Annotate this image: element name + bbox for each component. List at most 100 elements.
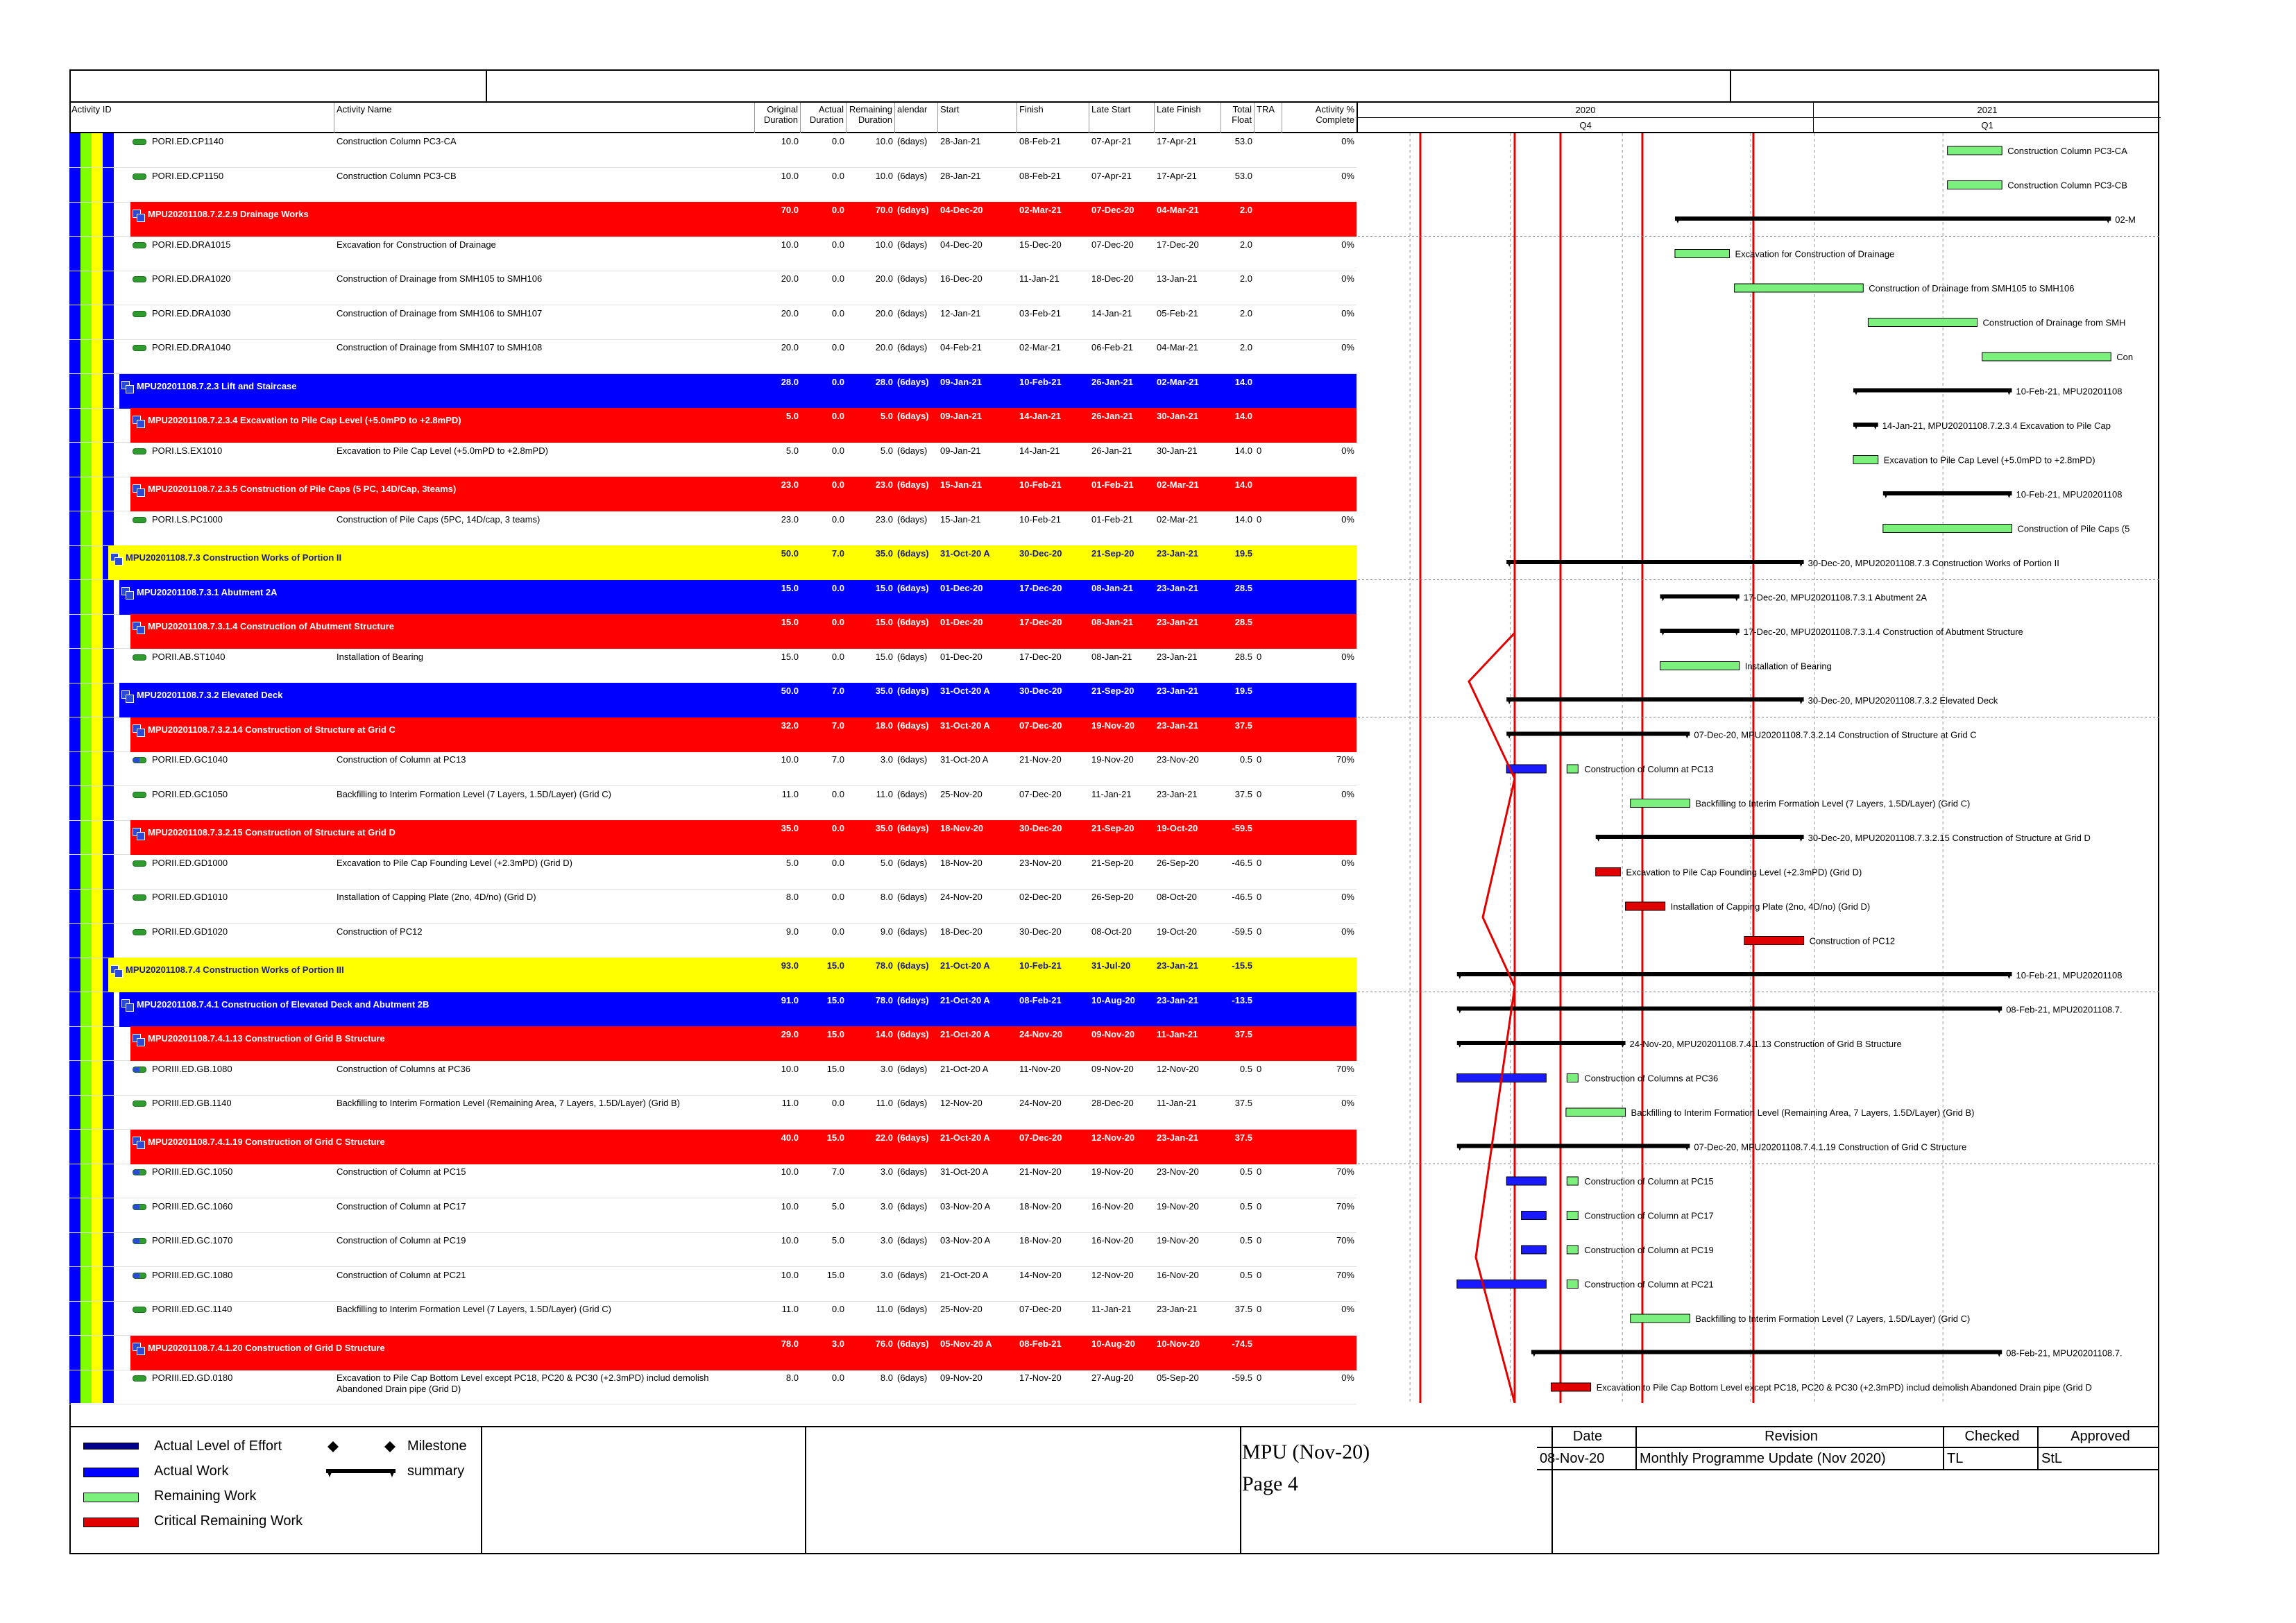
activity-row[interactable]: PORI.ED.DRA1040 Construction of Drainage …: [69, 339, 1357, 374]
col-late-start[interactable]: Late Start: [1089, 103, 1155, 133]
col-total-float[interactable]: Total Float: [1221, 103, 1255, 133]
bar-label: Installation of Bearing: [1745, 661, 1832, 672]
cell-ad: 0.0: [831, 170, 844, 181]
actual-bar: [1506, 1176, 1547, 1186]
col-late-finish[interactable]: Late Finish: [1155, 103, 1221, 133]
cell-cal: (6days): [897, 926, 928, 937]
activity-id: MPU20201108.7.3.1.4 Construction of Abut…: [130, 618, 755, 653]
activity-row[interactable]: PORI.ED.DRA1030 Construction of Drainage …: [69, 305, 1357, 340]
activity-row[interactable]: PORI.LS.PC1000 Construction of Pile Caps …: [69, 511, 1357, 546]
activity-row[interactable]: PORII.ED.GD1010 Installation of Capping P…: [69, 889, 1357, 924]
col-finish[interactable]: Finish: [1017, 103, 1089, 133]
activity-icon: [133, 1101, 146, 1107]
activity-row[interactable]: PORII.ED.GC1040 Construction of Column at…: [69, 751, 1357, 786]
wbs-row[interactable]: MPU20201108.7.2.3 Lift and Staircase 28.0…: [69, 373, 1357, 409]
summary-start-cap: [1531, 1350, 1537, 1357]
cell-start: 31-Oct-20 A: [940, 754, 989, 765]
wbs-row[interactable]: MPU20201108.7.3.2.15 Construction of Str…: [69, 820, 1357, 855]
activity-id-text: MPU20201108.7.2.3.5 Construction of Pile…: [148, 484, 457, 494]
col-activity-id[interactable]: Activity ID: [69, 103, 334, 133]
cell-cal: (6days): [897, 1235, 928, 1246]
wbs-row[interactable]: MPU20201108.7.4.1.20 Construction of Gri…: [69, 1335, 1357, 1370]
activity-row[interactable]: PORIII.ED.GB.1080 Construction of Columns…: [69, 1061, 1357, 1096]
col-tra[interactable]: TRA: [1255, 103, 1282, 133]
activity-row[interactable]: PORIII.ED.GC.1050 Construction of Column …: [69, 1164, 1357, 1198]
activity-name: Construction of Column at PC21: [337, 1269, 466, 1280]
activity-row[interactable]: PORI.ED.CP1150 Construction Column PC3-CB…: [69, 168, 1357, 203]
cell-tra: [1255, 133, 1282, 168]
wbs-row[interactable]: MPU20201108.7.2.3.4 Excavation to Pile C…: [69, 408, 1357, 443]
cell-cal: (6days): [897, 1166, 928, 1177]
cell-lf: 02-Mar-21: [1157, 376, 1199, 387]
activity-row[interactable]: PORI.LS.EX1010 Excavation to Pile Cap Lev…: [69, 443, 1357, 477]
wbs-row[interactable]: MPU20201108.7.3.2 Elevated Deck 50.0 7.0 35…: [69, 683, 1357, 717]
activity-row[interactable]: PORII.ED.GD1020 Construction of PC12 9.0 0.…: [69, 924, 1357, 958]
cell-pct: 0%: [1341, 239, 1354, 250]
activity-id-text: MPU20201108.7.3.2.14 Construction of Str…: [148, 724, 396, 735]
activity-name: Construction of Drainage from SMH105 to …: [337, 273, 543, 284]
activity-id: PORIII.ED.GC.1070: [130, 1232, 334, 1267]
cell-finish: 24-Nov-20: [1019, 1098, 1062, 1108]
wbs-row[interactable]: MPU20201108.7.3.1.4 Construction of Abut…: [69, 614, 1357, 649]
cell-ls: 06-Feb-21: [1091, 342, 1133, 352]
col-activity-pct[interactable]: Activity % Complete: [1315, 104, 1354, 125]
activity-row[interactable]: PORIII.ED.GC.1060 Construction of Column …: [69, 1198, 1357, 1233]
activity-icon: [133, 860, 146, 867]
wbs-row[interactable]: MPU20201108.7.3 Construction Works of Po…: [69, 545, 1357, 580]
col-remaining-duration[interactable]: Remaining Duration: [847, 103, 895, 133]
cell-ls: 07-Dec-20: [1091, 239, 1134, 250]
cell-finish: 30-Dec-20: [1019, 823, 1062, 833]
cell-tf: 37.5: [1234, 720, 1252, 731]
wbs-row[interactable]: MPU20201108.7.4.1.13 Construction of Gri…: [69, 1026, 1357, 1061]
bar-label: 14-Jan-21, MPU20201108.7.2.3.4 Excavatio…: [1882, 420, 2111, 431]
activity-name: Backfilling to Interim Formation Level (…: [337, 1304, 611, 1314]
wbs-row[interactable]: MPU20201108.7.2.3.5 Construction of Pile…: [69, 477, 1357, 511]
wbs-row[interactable]: MPU20201108.7.4.1 Construction of Elevat…: [69, 992, 1357, 1027]
activity-icon: [133, 894, 146, 901]
col-original-duration[interactable]: Original Duration: [755, 103, 801, 133]
cell-rd: 10.0: [875, 170, 893, 181]
col-start[interactable]: Start: [938, 103, 1017, 133]
cell-start: 12-Jan-21: [940, 307, 981, 318]
activity-row[interactable]: PORIII.ED.GC.1080 Construction of Column …: [69, 1267, 1357, 1302]
wbs-row[interactable]: MPU20201108.7.4.1.19 Construction of Gri…: [69, 1129, 1357, 1164]
cell-pct: 0%: [1341, 788, 1354, 799]
wbs-row[interactable]: MPU20201108.7.3.2.14 Construction of Str…: [69, 717, 1357, 752]
wbs-row[interactable]: MPU20201108.7.4 Construction Works of Po…: [69, 958, 1357, 992]
activity-row[interactable]: PORI.ED.CP1140 Construction Column PC3-CA…: [69, 133, 1357, 168]
activity-row[interactable]: PORI.ED.DRA1020 Construction of Drainage …: [69, 271, 1357, 305]
cell-finish: 11-Jan-21: [1019, 273, 1060, 284]
cell-finish: 17-Dec-20: [1019, 582, 1062, 593]
summary-start-cap: [1595, 835, 1601, 842]
wbs-row[interactable]: MPU20201108.7.3.1 Abutment 2A 15.0 0.0 15.0…: [69, 579, 1357, 615]
cell-start: 31-Oct-20 A: [940, 720, 990, 731]
activity-id: PORIII.ED.GC.1080: [130, 1267, 334, 1302]
wbs-icon: [133, 415, 145, 428]
cell-start: 18-Nov-20: [940, 857, 983, 868]
cell-finish: 23-Nov-20: [1019, 857, 1062, 868]
wbs-icon: [110, 552, 123, 566]
activity-row[interactable]: PORIII.ED.GB.1140 Backfilling to Interim …: [69, 1095, 1357, 1130]
cell-ad: 0.0: [831, 926, 844, 937]
activity-row[interactable]: PORII.ED.GC1050 Backfilling to Interim Fo…: [69, 786, 1357, 821]
cell-ls: 09-Nov-20: [1091, 1029, 1135, 1039]
activity-row[interactable]: PORIII.ED.GC.1070 Construction of Column …: [69, 1232, 1357, 1267]
col-activity-name[interactable]: Activity Name: [334, 103, 755, 133]
cell-cal: (6days): [897, 1373, 928, 1383]
cell-ad: 0.0: [831, 342, 844, 352]
cell-ls: 10-Aug-20: [1091, 994, 1135, 1005]
activity-row[interactable]: PORI.ED.DRA1015 Excavation for Constructi…: [69, 237, 1357, 271]
col-calendar[interactable]: alendar: [895, 103, 938, 133]
bar-label: 10-Feb-21, MPU20201108: [2016, 970, 2122, 980]
cell-start: 25-Nov-20: [940, 1304, 983, 1314]
activity-row[interactable]: PORIII.ED.GD.0180 Excavation to Pile Cap …: [69, 1370, 1357, 1404]
summary-start-cap: [1456, 1041, 1463, 1048]
activity-row[interactable]: PORII.AB.ST1040 Installation of Bearing 15…: [69, 649, 1357, 683]
cell-tf: 28.5: [1234, 651, 1252, 662]
cell-od: 8.0: [785, 892, 799, 902]
wbs-row[interactable]: MPU20201108.7.2.2.9 Drainage Works 70.0 0.…: [69, 202, 1357, 237]
activity-row[interactable]: PORII.ED.GD1000 Excavation to Pile Cap Fo…: [69, 855, 1357, 890]
activity-row[interactable]: PORIII.ED.GC.1140 Backfilling to Interim …: [69, 1301, 1357, 1336]
cell-finish: 17-Nov-20: [1019, 1373, 1062, 1383]
col-actual-duration[interactable]: Actual Duration: [801, 103, 847, 133]
